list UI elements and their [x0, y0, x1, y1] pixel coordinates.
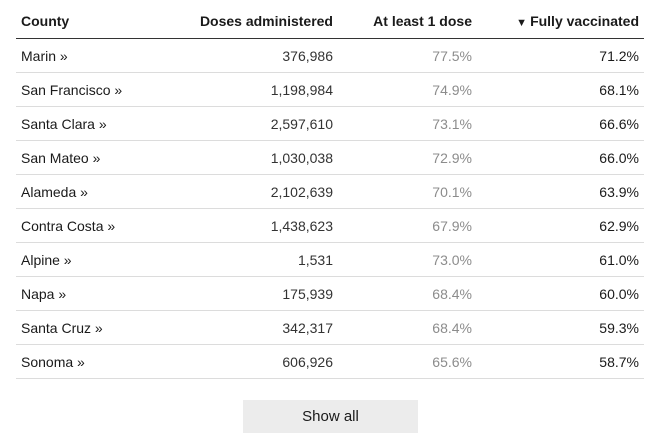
county-link[interactable]: Santa Cruz »	[16, 310, 156, 345]
county-link[interactable]: Santa Clara »	[16, 106, 156, 141]
table-row: San Mateo » 1,030,038 72.9% 66.0%	[16, 140, 644, 175]
county-link[interactable]: Alameda »	[16, 174, 156, 209]
at-least-1-dose-cell: 68.4%	[338, 276, 477, 311]
county-link[interactable]: Marin »	[16, 38, 156, 73]
table-row: Contra Costa » 1,438,623 67.9% 62.9%	[16, 208, 644, 243]
at-least-1-dose-cell: 77.5%	[338, 38, 477, 73]
fully-vaccinated-cell: 66.6%	[477, 106, 644, 141]
doses-administered-cell: 342,317	[156, 310, 338, 345]
show-all-button[interactable]: Show all	[243, 400, 418, 433]
doses-administered-cell: 376,986	[156, 38, 338, 73]
table-row: Sonoma » 606,926 65.6% 58.7%	[16, 344, 644, 379]
header-county[interactable]: County	[16, 4, 156, 39]
doses-administered-cell: 2,597,610	[156, 106, 338, 141]
fully-vaccinated-cell: 66.0%	[477, 140, 644, 175]
at-least-1-dose-cell: 74.9%	[338, 72, 477, 107]
header-at-least-1-dose[interactable]: At least 1 dose	[338, 4, 477, 39]
fully-vaccinated-cell: 60.0%	[477, 276, 644, 311]
table-row: Marin » 376,986 77.5% 71.2%	[16, 38, 644, 73]
header-fully-vaccinated[interactable]: ▼ Fully vaccinated	[477, 4, 644, 39]
table-row: Santa Clara » 2,597,610 73.1% 66.6%	[16, 106, 644, 141]
fully-vaccinated-cell: 58.7%	[477, 344, 644, 379]
header-doses-administered[interactable]: Doses administered	[156, 4, 338, 39]
doses-administered-cell: 175,939	[156, 276, 338, 311]
table-row: Alpine » 1,531 73.0% 61.0%	[16, 242, 644, 277]
at-least-1-dose-cell: 72.9%	[338, 140, 477, 175]
table-row: San Francisco » 1,198,984 74.9% 68.1%	[16, 72, 644, 107]
table-body: Marin » 376,986 77.5% 71.2% San Francisco » 1…	[16, 38, 644, 379]
sort-descending-icon: ▼	[516, 17, 528, 29]
county-link[interactable]: Napa »	[16, 276, 156, 311]
county-link[interactable]: San Francisco »	[16, 72, 156, 107]
county-link[interactable]: San Mateo »	[16, 140, 156, 175]
county-link[interactable]: Sonoma »	[16, 344, 156, 379]
fully-vaccinated-cell: 68.1%	[477, 72, 644, 107]
fully-vaccinated-cell: 62.9%	[477, 208, 644, 243]
fully-vaccinated-cell: 59.3%	[477, 310, 644, 345]
at-least-1-dose-cell: 70.1%	[338, 174, 477, 209]
table-header-row: County Doses administered At least 1 dos…	[16, 4, 644, 39]
table-row: Santa Cruz » 342,317 68.4% 59.3%	[16, 310, 644, 345]
county-link[interactable]: Alpine »	[16, 242, 156, 277]
vaccination-table: County Doses administered At least 1 dos…	[16, 4, 644, 379]
doses-administered-cell: 2,102,639	[156, 174, 338, 209]
at-least-1-dose-cell: 67.9%	[338, 208, 477, 243]
at-least-1-dose-cell: 73.0%	[338, 242, 477, 277]
at-least-1-dose-cell: 68.4%	[338, 310, 477, 345]
at-least-1-dose-cell: 73.1%	[338, 106, 477, 141]
fully-vaccinated-cell: 63.9%	[477, 174, 644, 209]
doses-administered-cell: 1,198,984	[156, 72, 338, 107]
doses-administered-cell: 1,030,038	[156, 140, 338, 175]
table-row: Napa » 175,939 68.4% 60.0%	[16, 276, 644, 311]
table-row: Alameda » 2,102,639 70.1% 63.9%	[16, 174, 644, 209]
doses-administered-cell: 606,926	[156, 344, 338, 379]
fully-vaccinated-cell: 61.0%	[477, 242, 644, 277]
at-least-1-dose-cell: 65.6%	[338, 344, 477, 379]
fully-vaccinated-cell: 71.2%	[477, 38, 644, 73]
doses-administered-cell: 1,438,623	[156, 208, 338, 243]
doses-administered-cell: 1,531	[156, 242, 338, 277]
header-fully-vaccinated-label: Fully vaccinated	[530, 13, 639, 29]
county-link[interactable]: Contra Costa »	[16, 208, 156, 243]
